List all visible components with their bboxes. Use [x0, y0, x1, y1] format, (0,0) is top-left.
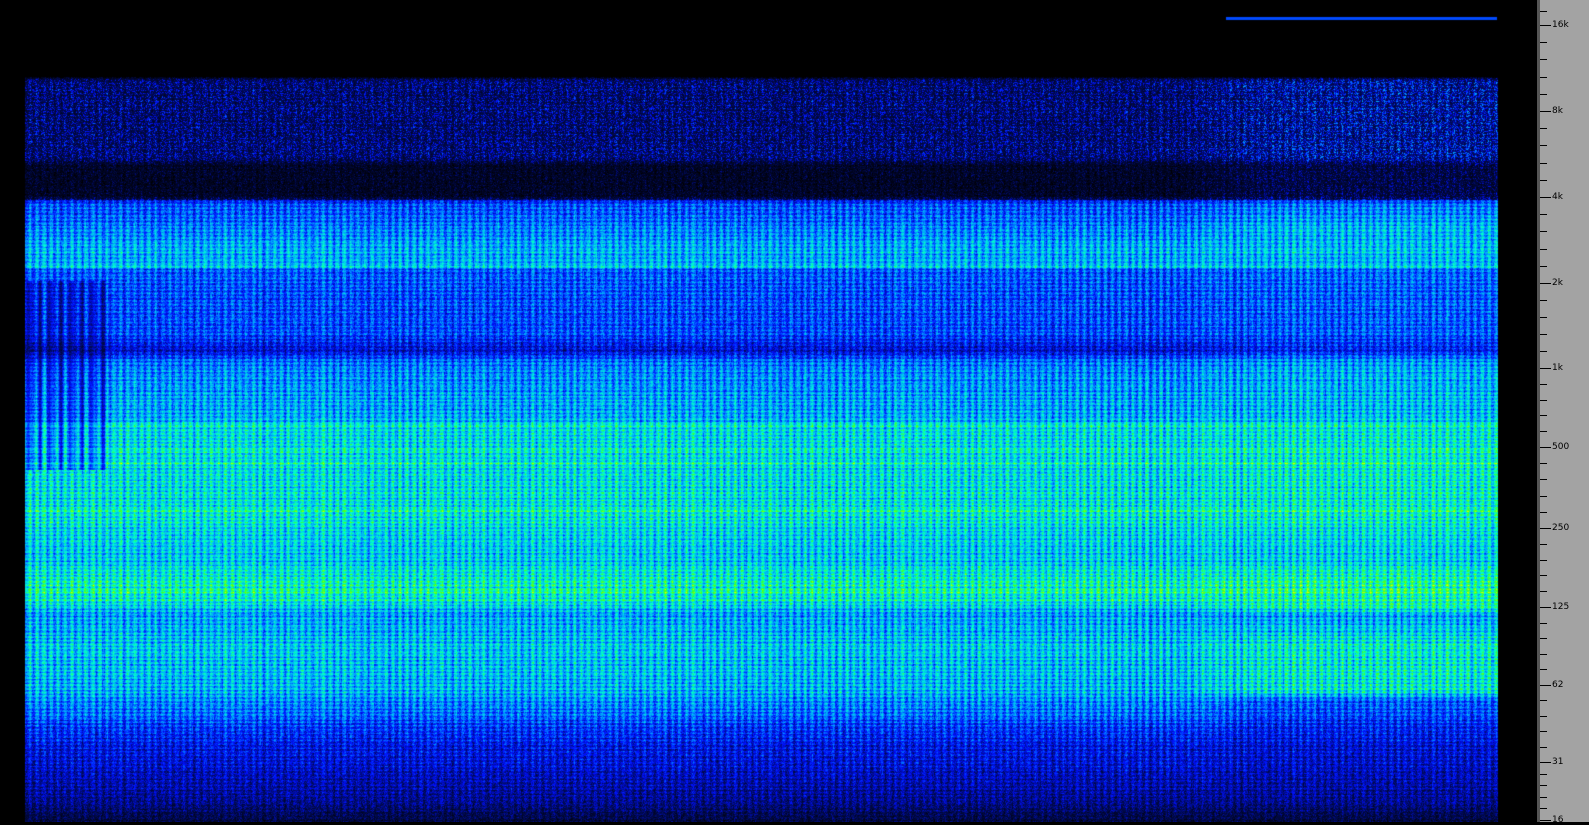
spectrogram-plot: [0, 0, 1537, 822]
y-tick-label: 2k: [1552, 278, 1563, 288]
y-tick-minor: [1540, 496, 1547, 497]
y-tick-label: 31: [1552, 757, 1564, 767]
y-tick-minor: [1540, 94, 1547, 95]
y-tick-major: [1540, 447, 1551, 448]
y-tick-minor: [1540, 231, 1547, 232]
y-tick-major: [1540, 25, 1551, 26]
frequency-axis: 16k 8k 4k 2k 1k 500 250 125 62 31 16: [1537, 0, 1589, 825]
y-tick-label: 500: [1552, 442, 1570, 452]
y-tick-major: [1540, 607, 1551, 608]
y-tick-minor: [1540, 716, 1547, 717]
y-tick-major: [1540, 685, 1551, 686]
y-tick-minor: [1540, 808, 1547, 809]
y-tick-label: 250: [1552, 523, 1570, 533]
y-tick-minor: [1540, 266, 1547, 267]
y-tick-minor: [1540, 384, 1547, 385]
y-tick-minor: [1540, 512, 1547, 513]
y-tick-minor: [1540, 334, 1547, 335]
y-tick-label: 4k: [1552, 192, 1563, 202]
y-tick-major: [1540, 820, 1551, 821]
y-tick-minor: [1540, 623, 1547, 624]
y-tick-minor: [1540, 128, 1547, 129]
y-tick-minor: [1540, 700, 1547, 701]
y-tick-minor: [1540, 415, 1547, 416]
y-tick-label: 125: [1552, 602, 1570, 612]
y-tick-minor: [1540, 591, 1547, 592]
y-tick-major: [1540, 528, 1551, 529]
y-tick-label: 8k: [1552, 106, 1563, 116]
y-tick-minor: [1540, 774, 1547, 775]
y-tick-minor: [1540, 214, 1547, 215]
y-tick-minor: [1540, 42, 1547, 43]
y-tick-major: [1540, 368, 1551, 369]
y-tick-minor: [1540, 59, 1547, 60]
y-tick-minor: [1540, 638, 1547, 639]
y-tick-minor: [1540, 654, 1547, 655]
y-tick-minor: [1540, 785, 1547, 786]
y-tick-minor: [1540, 560, 1547, 561]
y-tick-major: [1540, 762, 1551, 763]
y-tick-minor: [1540, 11, 1547, 12]
y-tick-minor: [1540, 747, 1547, 748]
y-tick-minor: [1540, 544, 1547, 545]
y-tick-minor: [1540, 77, 1547, 78]
y-tick-major: [1540, 283, 1551, 284]
y-tick-minor: [1540, 400, 1547, 401]
y-tick-minor: [1540, 797, 1547, 798]
y-tick-minor: [1540, 731, 1547, 732]
y-tick-minor: [1540, 463, 1547, 464]
y-tick-minor: [1540, 669, 1547, 670]
y-tick-label: 16: [1552, 815, 1564, 825]
y-tick-minor: [1540, 351, 1547, 352]
y-tick-minor: [1540, 575, 1547, 576]
y-tick-minor: [1540, 180, 1547, 181]
y-tick-minor: [1540, 431, 1547, 432]
y-tick-minor: [1540, 479, 1547, 480]
y-tick-minor: [1540, 300, 1547, 301]
y-tick-minor: [1540, 145, 1547, 146]
y-tick-minor: [1540, 163, 1547, 164]
y-tick-label: 1k: [1552, 363, 1563, 373]
y-tick-minor: [1540, 317, 1547, 318]
y-tick-major: [1540, 111, 1551, 112]
y-tick-major: [1540, 197, 1551, 198]
y-tick-label: 62: [1552, 680, 1564, 690]
y-tick-label: 16k: [1552, 20, 1569, 30]
y-tick-minor: [1540, 249, 1547, 250]
